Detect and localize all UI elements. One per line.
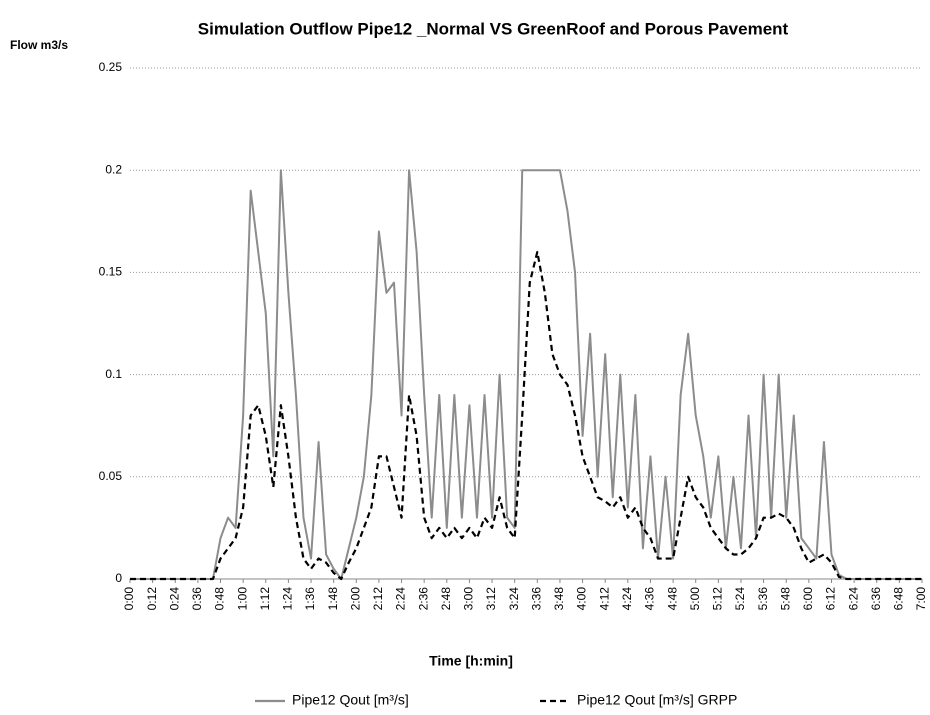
x-tick-label: 5:36 <box>756 587 770 611</box>
x-tick-label: 6:24 <box>846 587 860 611</box>
x-axis-title: Time [h:min] <box>429 653 513 669</box>
x-tick-label: 3:36 <box>529 587 543 611</box>
legend-label: Pipe12 Qout [m³/s] <box>292 692 409 708</box>
x-tick-label: 1:12 <box>258 587 272 611</box>
x-tick-label: 2:00 <box>348 587 362 611</box>
x-tick-label: 5:12 <box>711 587 725 611</box>
series-line <box>130 250 922 581</box>
x-tick-label: 3:12 <box>484 587 498 611</box>
y-tick-label: 0.05 <box>99 469 123 483</box>
x-tick-label: 4:36 <box>643 587 657 611</box>
x-tick-label: 6:00 <box>801 587 815 611</box>
y-tick-label: 0.1 <box>105 367 122 381</box>
x-tick-label: 6:12 <box>824 587 838 611</box>
y-tick-label: 0 <box>115 571 122 585</box>
x-tick-label: 0:48 <box>213 587 227 611</box>
x-tick-label: 1:48 <box>326 587 340 611</box>
x-tick-label: 3:24 <box>507 587 521 611</box>
x-tick-label: 7:00 <box>914 587 928 611</box>
x-tick-label: 2:24 <box>394 587 408 611</box>
y-tick-label: 0.15 <box>99 265 123 279</box>
x-tick-label: 5:48 <box>778 587 792 611</box>
x-tick-label: 6:48 <box>892 587 906 611</box>
x-tick-label: 0:12 <box>145 587 159 611</box>
x-tick-label: 2:48 <box>439 587 453 611</box>
x-tick-label: 1:24 <box>281 587 295 611</box>
series-line <box>130 169 922 580</box>
x-tick-label: 1:00 <box>235 587 249 611</box>
x-tick-label: 4:24 <box>620 587 634 611</box>
x-tick-label: 3:00 <box>462 587 476 611</box>
chart-title: Simulation Outflow Pipe12 _Normal VS Gre… <box>198 19 789 38</box>
x-tick-label: 5:00 <box>688 587 702 611</box>
y-tick-label: 0.25 <box>99 60 123 74</box>
x-tick-label: 5:24 <box>733 587 747 611</box>
y-axis-title: Flow m3/s <box>10 38 68 52</box>
x-tick-label: 2:12 <box>371 587 385 611</box>
x-tick-label: 0:36 <box>190 587 204 611</box>
x-tick-label: 4:12 <box>597 587 611 611</box>
x-tick-label: 4:48 <box>665 587 679 611</box>
x-tick-label: 0:24 <box>167 587 181 611</box>
x-tick-label: 1:36 <box>303 587 317 611</box>
x-tick-label: 2:36 <box>416 587 430 611</box>
x-tick-label: 3:48 <box>552 587 566 611</box>
x-tick-label: 6:36 <box>869 587 883 611</box>
legend-label: Pipe12 Qout [m³/s] GRPP <box>577 692 737 708</box>
x-tick-label: 0:00 <box>122 587 136 611</box>
y-tick-label: 0.2 <box>105 162 122 176</box>
x-tick-label: 4:00 <box>575 587 589 611</box>
